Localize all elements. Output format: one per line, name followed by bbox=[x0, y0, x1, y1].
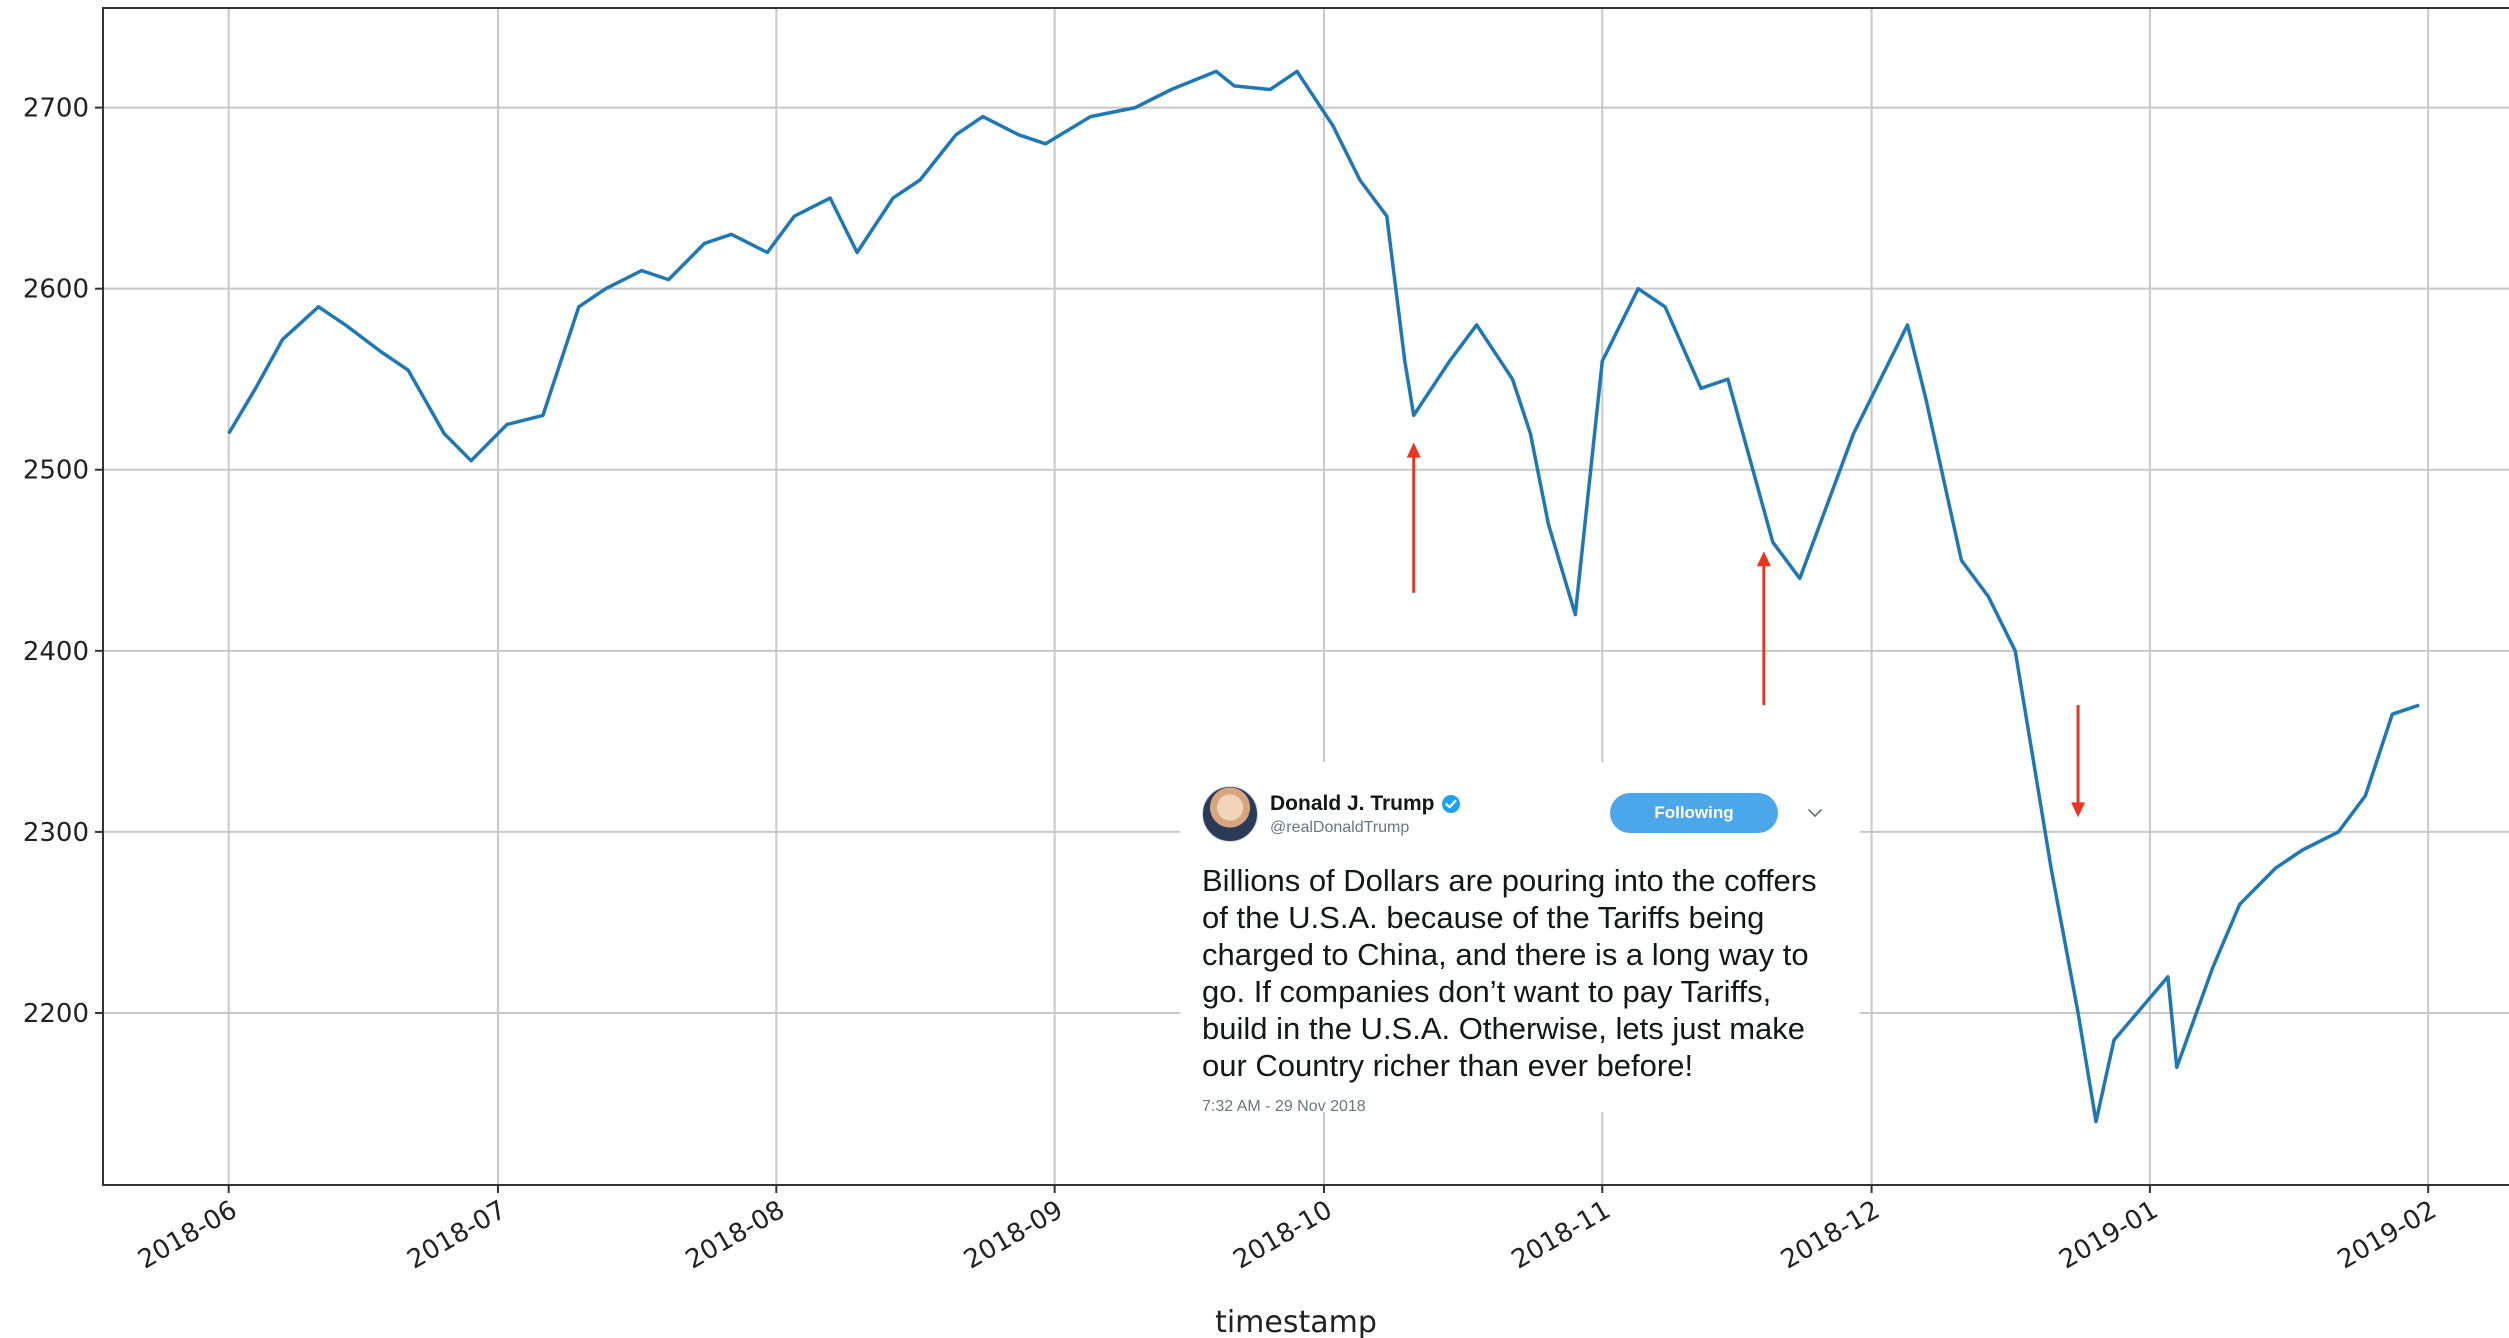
x-tick-label: 2018-12 bbox=[1776, 1195, 1885, 1275]
x-tick-label: 2018-10 bbox=[1228, 1195, 1337, 1275]
y-tick-label: 2300 bbox=[23, 818, 89, 848]
avatar[interactable] bbox=[1202, 786, 1258, 842]
tweet-header: Donald J. Trump @realDonaldTrump Followi… bbox=[1202, 784, 1838, 844]
x-axis: 2018-06 2018-07 2018-08 2018-09 2018-10 2018-… bbox=[133, 1185, 2442, 1275]
y-tick-label: 2600 bbox=[23, 275, 89, 305]
chevron-down-icon[interactable] bbox=[1806, 804, 1824, 822]
y-axis: 2200 2300 2400 2500 2600 2700 bbox=[23, 94, 103, 1029]
x-tick-label: 2018-08 bbox=[681, 1195, 790, 1275]
y-tick-label: 2500 bbox=[23, 456, 89, 486]
x-tick-label: 2018-06 bbox=[133, 1195, 242, 1275]
annotation-arrow bbox=[1406, 442, 1421, 593]
x-tick-label: 2018-09 bbox=[959, 1195, 1068, 1275]
x-tick-label: 2019-02 bbox=[2333, 1195, 2442, 1275]
price-series-line bbox=[227, 69, 2420, 1124]
y-tick-label: 2700 bbox=[23, 94, 89, 124]
x-tick-label: 2018-07 bbox=[402, 1195, 511, 1275]
y-tick-label: 2200 bbox=[23, 999, 89, 1029]
annotation-arrow bbox=[1756, 551, 1771, 706]
author-handle[interactable]: @realDonaldTrump bbox=[1270, 818, 1410, 836]
tweet-text: Billions of Dollars are pouring into the… bbox=[1202, 863, 1817, 1083]
grid bbox=[103, 8, 2509, 1185]
author-name[interactable]: Donald J. Trump bbox=[1270, 791, 1435, 815]
y-tick-label: 2400 bbox=[23, 637, 89, 667]
tweet-author: Donald J. Trump @realDonaldTrump bbox=[1270, 792, 1461, 837]
tweet-timestamp[interactable]: 7:32 AM - 29 Nov 2018 bbox=[1202, 1098, 1366, 1115]
annotation-arrows bbox=[1406, 442, 2086, 818]
x-axis-title: timestamp bbox=[1215, 1305, 1377, 1338]
plot-area-frame bbox=[102, 7, 2509, 1186]
x-tick-label: 2019-01 bbox=[2054, 1195, 2163, 1275]
embedded-tweet: Donald J. Trump @realDonaldTrump Followi… bbox=[1180, 762, 1860, 1115]
annotation-arrow bbox=[2071, 705, 2086, 818]
verified-badge-icon bbox=[1441, 794, 1460, 813]
following-button[interactable]: Following bbox=[1610, 793, 1778, 833]
x-tick-label: 2018-11 bbox=[1507, 1195, 1616, 1275]
